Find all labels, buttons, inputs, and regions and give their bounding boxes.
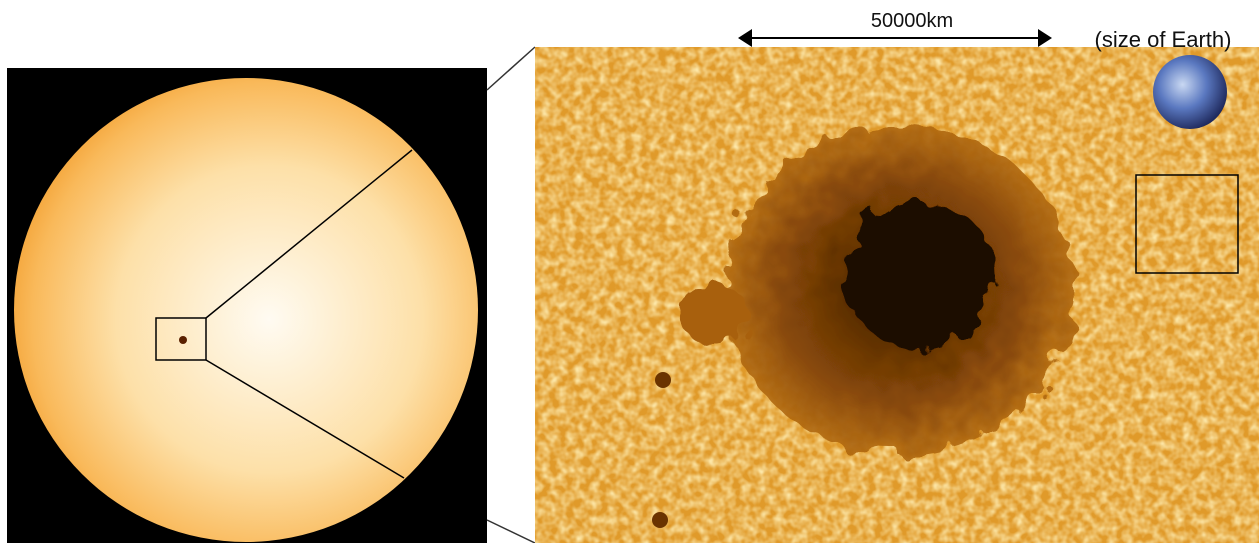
zoom-line bbox=[205, 359, 405, 479]
pore bbox=[652, 512, 668, 528]
arrow-head bbox=[1038, 29, 1052, 47]
sun-disc bbox=[14, 78, 478, 542]
zoom-line bbox=[486, 519, 536, 543]
sunspot bbox=[680, 125, 1075, 455]
zoom-line bbox=[486, 46, 536, 91]
pore bbox=[655, 372, 671, 388]
earth bbox=[1153, 55, 1227, 129]
scale-label: 50000km bbox=[871, 10, 953, 32]
sunspot-small bbox=[179, 336, 187, 344]
arrow-head bbox=[738, 29, 752, 47]
zoom-box bbox=[155, 317, 207, 361]
zoom-line bbox=[205, 149, 413, 319]
size-box bbox=[1135, 174, 1239, 274]
earth-label: (size of Earth) bbox=[1095, 27, 1232, 52]
